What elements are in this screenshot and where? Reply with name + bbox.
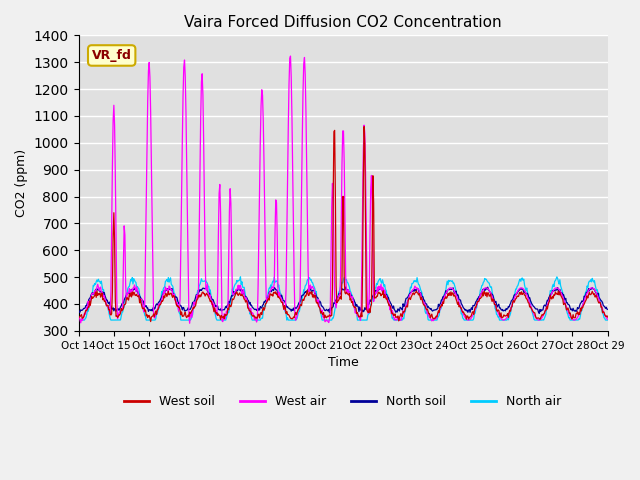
North air: [237, 274, 244, 280]
West air: [409, 287, 417, 293]
North air: [604, 317, 612, 323]
North soil: [424, 304, 431, 310]
North air: [220, 317, 228, 323]
West air: [75, 315, 83, 321]
West air: [84, 299, 92, 304]
West soil: [409, 291, 417, 297]
North soil: [342, 284, 349, 290]
West soil: [193, 297, 201, 302]
West air: [221, 316, 229, 322]
West air: [193, 292, 201, 298]
West soil: [604, 314, 612, 320]
West soil: [221, 312, 229, 317]
West air: [604, 316, 612, 322]
Legend: West soil, West air, North soil, North air: West soil, West air, North soil, North a…: [120, 390, 567, 413]
North soil: [193, 292, 200, 298]
North soil: [139, 299, 147, 304]
West soil: [84, 304, 92, 310]
West soil: [139, 306, 147, 312]
Line: West air: West air: [79, 56, 608, 323]
West air: [186, 320, 193, 326]
West air: [424, 312, 432, 317]
West soil: [75, 316, 83, 322]
North soil: [220, 307, 228, 312]
Line: North air: North air: [79, 277, 608, 320]
West air: [139, 300, 147, 305]
Y-axis label: CO2 (ppm): CO2 (ppm): [15, 149, 28, 217]
North air: [408, 281, 416, 287]
Line: West soil: West soil: [79, 127, 608, 322]
North soil: [75, 307, 83, 312]
West soil: [147, 319, 154, 324]
West soil: [424, 308, 432, 314]
North soil: [408, 288, 416, 294]
North air: [424, 311, 431, 317]
Title: Vaira Forced Diffusion CO2 Concentration: Vaira Forced Diffusion CO2 Concentration: [184, 15, 502, 30]
North soil: [536, 311, 543, 316]
West soil: [360, 124, 368, 130]
North air: [193, 297, 200, 303]
X-axis label: Time: Time: [328, 356, 358, 369]
North air: [84, 309, 92, 314]
West air: [287, 53, 294, 59]
North soil: [604, 306, 612, 312]
Line: North soil: North soil: [79, 287, 608, 313]
North air: [75, 317, 83, 323]
North air: [139, 303, 147, 309]
North soil: [84, 301, 92, 307]
Text: VR_fd: VR_fd: [92, 49, 132, 62]
